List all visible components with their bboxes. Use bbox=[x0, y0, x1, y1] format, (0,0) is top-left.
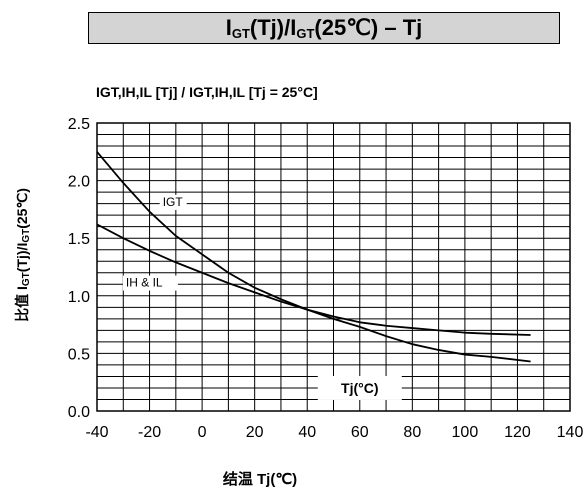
series-label-ih-il: IH & IL bbox=[126, 276, 163, 290]
y-tick-label: 0.0 bbox=[68, 404, 90, 421]
y-tick-label: 2.0 bbox=[68, 174, 90, 191]
x-tick-label: 40 bbox=[298, 424, 316, 441]
chart-subtitle: IGT,IH,IL [Tj] / IGT,IH,IL [Tj = 25°C] bbox=[96, 84, 318, 100]
title-sub-gt-2: GT bbox=[296, 26, 315, 41]
y-tick-label: 1.5 bbox=[68, 231, 90, 248]
series-label-igt: IGT bbox=[163, 195, 184, 209]
plot-border bbox=[96, 122, 571, 412]
x-tick-label: 60 bbox=[351, 424, 369, 441]
y-tick-label: 0.5 bbox=[68, 346, 90, 363]
x-tick-label: 100 bbox=[452, 424, 479, 441]
x-tick-label: 0 bbox=[198, 424, 207, 441]
chart-title-box: IGT(Tj)/IGT(25℃) – Tj bbox=[88, 12, 560, 44]
x-tick-label: 80 bbox=[403, 424, 421, 441]
inner-xlabel-box bbox=[317, 375, 402, 400]
x-tick-label: 120 bbox=[504, 424, 531, 441]
title-I: I bbox=[225, 15, 232, 40]
series-line-ih-il bbox=[96, 223, 531, 336]
series-label-bg bbox=[159, 194, 187, 210]
y-tick-label: 2.5 bbox=[68, 116, 90, 133]
x-tick-label: 20 bbox=[246, 424, 264, 441]
title-end: (25℃) – Tj bbox=[314, 15, 423, 40]
title-sub-gt: GT bbox=[231, 26, 250, 41]
x-tick-label: -40 bbox=[85, 424, 108, 441]
x-tick-label: 140 bbox=[557, 424, 584, 441]
series-label-bg bbox=[122, 275, 178, 291]
x-tick-label: -20 bbox=[138, 424, 161, 441]
y-tick-label: 1.0 bbox=[68, 289, 90, 306]
x-axis-label: 结温 Tj(℃) bbox=[222, 471, 298, 488]
inner-x-axis-label: Tj(°C) bbox=[341, 380, 378, 396]
title-mid: (Tj)/I bbox=[249, 15, 297, 40]
